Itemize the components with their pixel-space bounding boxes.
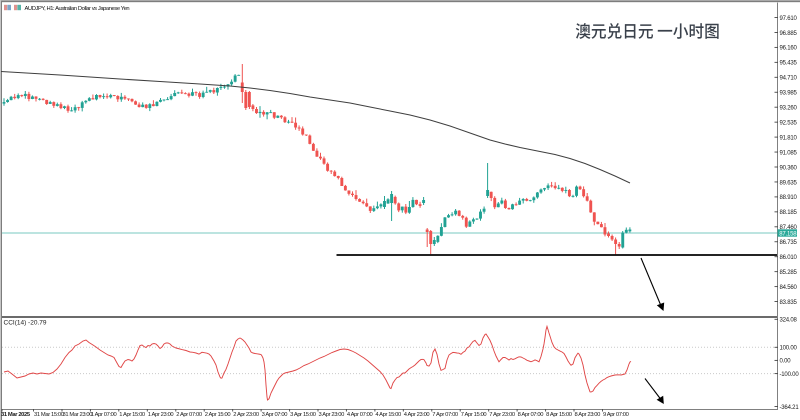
svg-text:91.085: 91.085 <box>780 150 798 156</box>
svg-text:2 Apr 15:00: 2 Apr 15:00 <box>205 412 231 418</box>
svg-text:86.735: 86.735 <box>780 240 798 246</box>
svg-text:31 Mar 23:00: 31 Mar 23:00 <box>63 412 93 418</box>
svg-text:97.610: 97.610 <box>780 16 798 22</box>
svg-text:7 Apr 15:00: 7 Apr 15:00 <box>461 412 487 418</box>
svg-text:1 Apr 23:00: 1 Apr 23:00 <box>148 412 174 418</box>
svg-text:89.635: 89.635 <box>780 180 798 186</box>
svg-text:92.535: 92.535 <box>780 120 798 126</box>
svg-text:87.158: 87.158 <box>779 231 797 237</box>
svg-text:88.910: 88.910 <box>780 195 798 201</box>
svg-text:85.285: 85.285 <box>780 270 798 276</box>
svg-text:8 Apr 23:00: 8 Apr 23:00 <box>575 412 601 418</box>
svg-text:31 Mar 2025: 31 Mar 2025 <box>1 412 31 418</box>
svg-text:95.435: 95.435 <box>780 61 798 67</box>
svg-text:94.710: 94.710 <box>780 76 798 82</box>
svg-text:31 Mar 15:00: 31 Mar 15:00 <box>34 412 64 418</box>
svg-text:7 Apr 23:00: 7 Apr 23:00 <box>489 412 515 418</box>
svg-text:8 Apr 15:00: 8 Apr 15:00 <box>546 412 572 418</box>
svg-text:4 Apr 15:00: 4 Apr 15:00 <box>375 412 401 418</box>
svg-text:CCI(14) -20.79: CCI(14) -20.79 <box>4 319 47 326</box>
svg-text:7 Apr 07:00: 7 Apr 07:00 <box>432 412 458 418</box>
svg-text:100.00: 100.00 <box>780 346 798 352</box>
svg-text:8 Apr 07:00: 8 Apr 07:00 <box>518 412 544 418</box>
svg-text:83.835: 83.835 <box>780 300 798 306</box>
svg-text:1 Apr 07:00: 1 Apr 07:00 <box>91 412 117 418</box>
svg-text:4 Apr 07:00: 4 Apr 07:00 <box>347 412 373 418</box>
svg-text:0.00: 0.00 <box>780 359 792 365</box>
svg-text:9 Apr 07:00: 9 Apr 07:00 <box>603 412 629 418</box>
svg-text:84.560: 84.560 <box>780 285 798 291</box>
svg-text:AUDJPY, H1: Australian Dollar: AUDJPY, H1: Australian Dollar vs Japanes… <box>25 6 130 12</box>
svg-text:93.985: 93.985 <box>780 91 798 97</box>
svg-text:88.185: 88.185 <box>780 210 798 216</box>
svg-text:86.010: 86.010 <box>780 255 798 261</box>
svg-text:324.08: 324.08 <box>780 318 798 324</box>
svg-text:90.360: 90.360 <box>780 165 798 171</box>
svg-text:3 Apr 07:00: 3 Apr 07:00 <box>262 412 288 418</box>
svg-text:2 Apr 07:00: 2 Apr 07:00 <box>176 412 202 418</box>
svg-text:3 Apr 23:00: 3 Apr 23:00 <box>319 412 345 418</box>
svg-text:-100.00: -100.00 <box>780 372 800 378</box>
svg-text:-364.21: -364.21 <box>780 405 800 411</box>
svg-text:2 Apr 23:00: 2 Apr 23:00 <box>233 412 259 418</box>
svg-text:87.460: 87.460 <box>780 225 798 231</box>
svg-text:4 Apr 23:00: 4 Apr 23:00 <box>404 412 430 418</box>
svg-text:3 Apr 15:00: 3 Apr 15:00 <box>290 412 316 418</box>
svg-text:96.885: 96.885 <box>780 31 798 37</box>
svg-text:1 Apr 15:00: 1 Apr 15:00 <box>119 412 145 418</box>
svg-text:93.260: 93.260 <box>780 106 798 112</box>
svg-text:96.160: 96.160 <box>780 46 798 52</box>
svg-text:91.810: 91.810 <box>780 135 798 141</box>
